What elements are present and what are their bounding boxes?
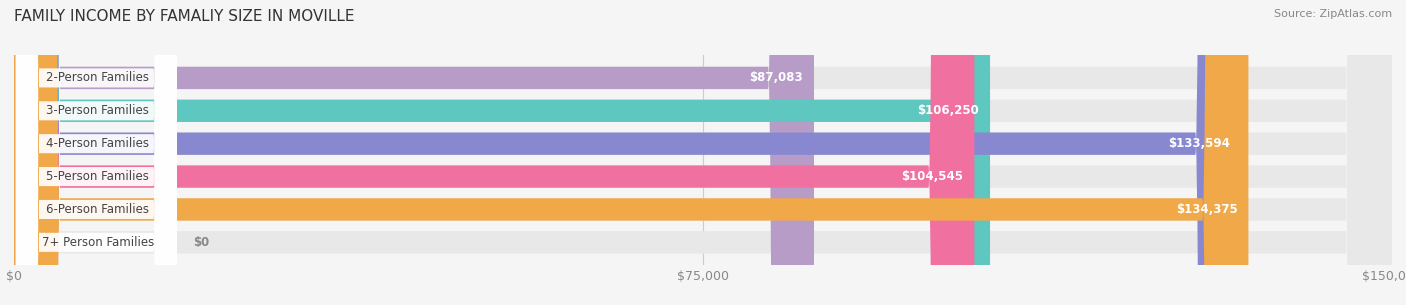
Text: 5-Person Families: 5-Person Families <box>46 170 149 183</box>
FancyBboxPatch shape <box>15 0 177 305</box>
FancyBboxPatch shape <box>15 0 177 305</box>
FancyBboxPatch shape <box>15 0 177 305</box>
FancyBboxPatch shape <box>14 0 1392 305</box>
Text: $106,250: $106,250 <box>917 104 979 117</box>
FancyBboxPatch shape <box>14 0 1392 305</box>
Text: $87,083: $87,083 <box>749 71 803 84</box>
Text: $0: $0 <box>193 236 209 249</box>
Text: $133,594: $133,594 <box>1168 137 1230 150</box>
Text: 2-Person Families: 2-Person Families <box>46 71 149 84</box>
FancyBboxPatch shape <box>14 0 974 305</box>
FancyBboxPatch shape <box>14 0 1392 305</box>
FancyBboxPatch shape <box>15 0 177 305</box>
Text: 6-Person Families: 6-Person Families <box>46 203 149 216</box>
Text: $134,375: $134,375 <box>1175 203 1237 216</box>
FancyBboxPatch shape <box>14 0 1392 305</box>
Text: Source: ZipAtlas.com: Source: ZipAtlas.com <box>1274 9 1392 19</box>
Text: $104,545: $104,545 <box>901 170 963 183</box>
Text: 3-Person Families: 3-Person Families <box>46 104 149 117</box>
Text: 4-Person Families: 4-Person Families <box>46 137 149 150</box>
Text: 7+ Person Families: 7+ Person Families <box>42 236 153 249</box>
FancyBboxPatch shape <box>14 0 814 305</box>
FancyBboxPatch shape <box>14 0 990 305</box>
Text: FAMILY INCOME BY FAMALIY SIZE IN MOVILLE: FAMILY INCOME BY FAMALIY SIZE IN MOVILLE <box>14 9 354 24</box>
FancyBboxPatch shape <box>15 0 177 305</box>
FancyBboxPatch shape <box>14 0 1392 305</box>
FancyBboxPatch shape <box>15 0 177 305</box>
FancyBboxPatch shape <box>14 0 1392 305</box>
FancyBboxPatch shape <box>14 0 1249 305</box>
FancyBboxPatch shape <box>14 0 1241 305</box>
